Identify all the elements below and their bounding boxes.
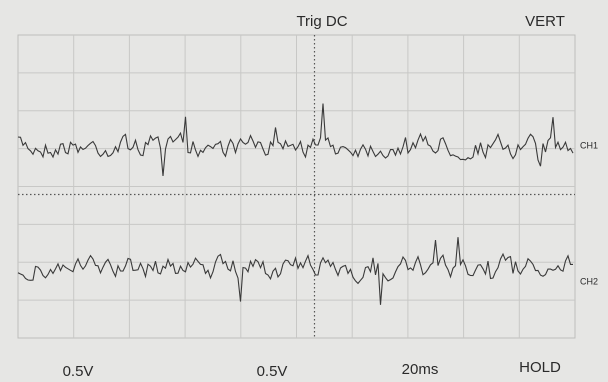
- channel-label: CH2: [580, 276, 598, 286]
- page: {"header": {"trigger": "Trig DC", "mode"…: [0, 0, 608, 382]
- oscilloscope-screen: Trig DC VERT CH1 CH2 0.5V 0.5V 20ms HOLD: [0, 0, 608, 382]
- ch2-scale: 0.5V: [257, 363, 288, 380]
- background: [0, 0, 608, 382]
- timebase: 20ms: [402, 361, 439, 378]
- channel-label: CH1: [580, 140, 598, 150]
- mode-label: VERT: [525, 13, 565, 30]
- ch1-scale: 0.5V: [63, 363, 94, 380]
- trigger-label: Trig DC: [296, 13, 347, 30]
- status: HOLD: [519, 359, 561, 376]
